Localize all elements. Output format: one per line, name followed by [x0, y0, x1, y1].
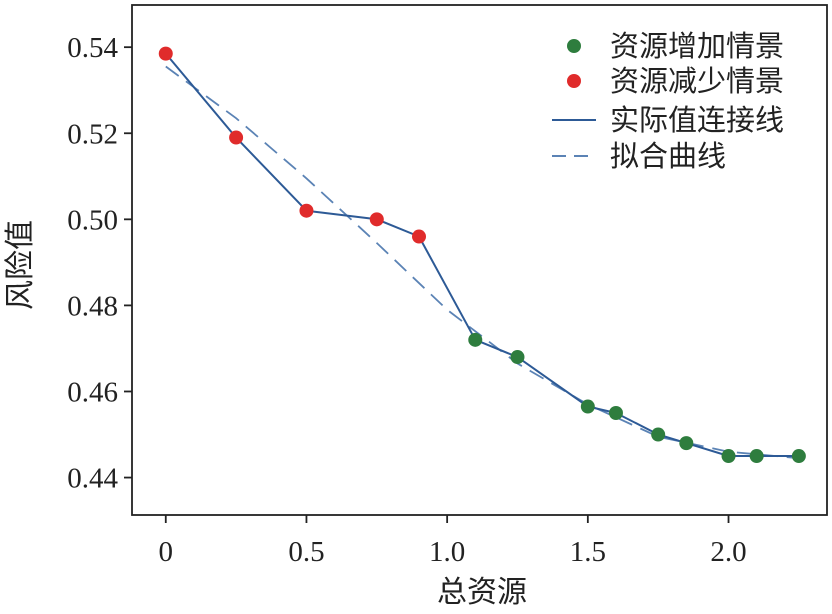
- x-axis: 0 0.5 1.0 1.5 2.0: [159, 515, 747, 568]
- y-tick-label: 0.52: [67, 118, 118, 150]
- increase-scenario-point: [580, 399, 595, 414]
- legend-marker-decrease: [567, 74, 581, 88]
- legend-label-decrease: 资源减少情景: [610, 64, 784, 98]
- decrease-scenario-point: [229, 130, 244, 145]
- decrease-scenario-point: [369, 212, 384, 227]
- increase-scenario-point: [510, 350, 525, 365]
- increase-scenario-point: [721, 449, 736, 464]
- fitted-curve-line: [165, 65, 799, 460]
- x-axis-title: 总资源: [437, 575, 527, 610]
- plot-area-frame: [131, 4, 828, 516]
- increase-scenario-point: [679, 436, 694, 451]
- legend-label-increase: 资源增加情景: [610, 29, 784, 63]
- y-tick-label: 0.50: [67, 204, 118, 236]
- decrease-scenario-point: [158, 46, 173, 61]
- increase-scenario-point: [749, 449, 764, 464]
- fitted-curve-layer: [165, 65, 799, 460]
- y-tick-label: 0.54: [67, 32, 118, 64]
- y-tick-label: 0.46: [67, 376, 118, 408]
- increase-scenario-point: [468, 332, 483, 347]
- decrease-scenario-point: [299, 203, 314, 218]
- actual-value-line: [165, 52, 799, 457]
- x-tick-label: 0.5: [288, 536, 324, 568]
- actual-line-layer: [165, 52, 799, 457]
- y-tick-label: 0.48: [67, 290, 118, 322]
- y-axis: 0.44 0.46 0.48 0.50 0.52 0.54: [67, 32, 132, 495]
- x-tick-label: 1.5: [570, 536, 606, 568]
- x-tick-label: 2.0: [710, 536, 746, 568]
- increase-scenario-point: [608, 406, 623, 420]
- legend-label-fit: 拟合曲线: [610, 139, 726, 173]
- x-tick-label: 1.0: [429, 536, 465, 568]
- legend-label-actual: 实际值连接线: [610, 103, 784, 137]
- data-points-layer: [158, 46, 806, 464]
- decrease-scenario-point: [412, 229, 427, 244]
- y-axis-title: 风险值: [3, 220, 38, 310]
- y-tick-label: 0.44: [67, 463, 118, 495]
- increase-scenario-point: [791, 449, 806, 464]
- legend: 资源增加情景 资源减少情景 实际值连接线 拟合曲线: [552, 29, 784, 173]
- x-tick-label: 0: [159, 536, 174, 568]
- legend-marker-increase: [567, 39, 581, 53]
- increase-scenario-point: [651, 427, 666, 442]
